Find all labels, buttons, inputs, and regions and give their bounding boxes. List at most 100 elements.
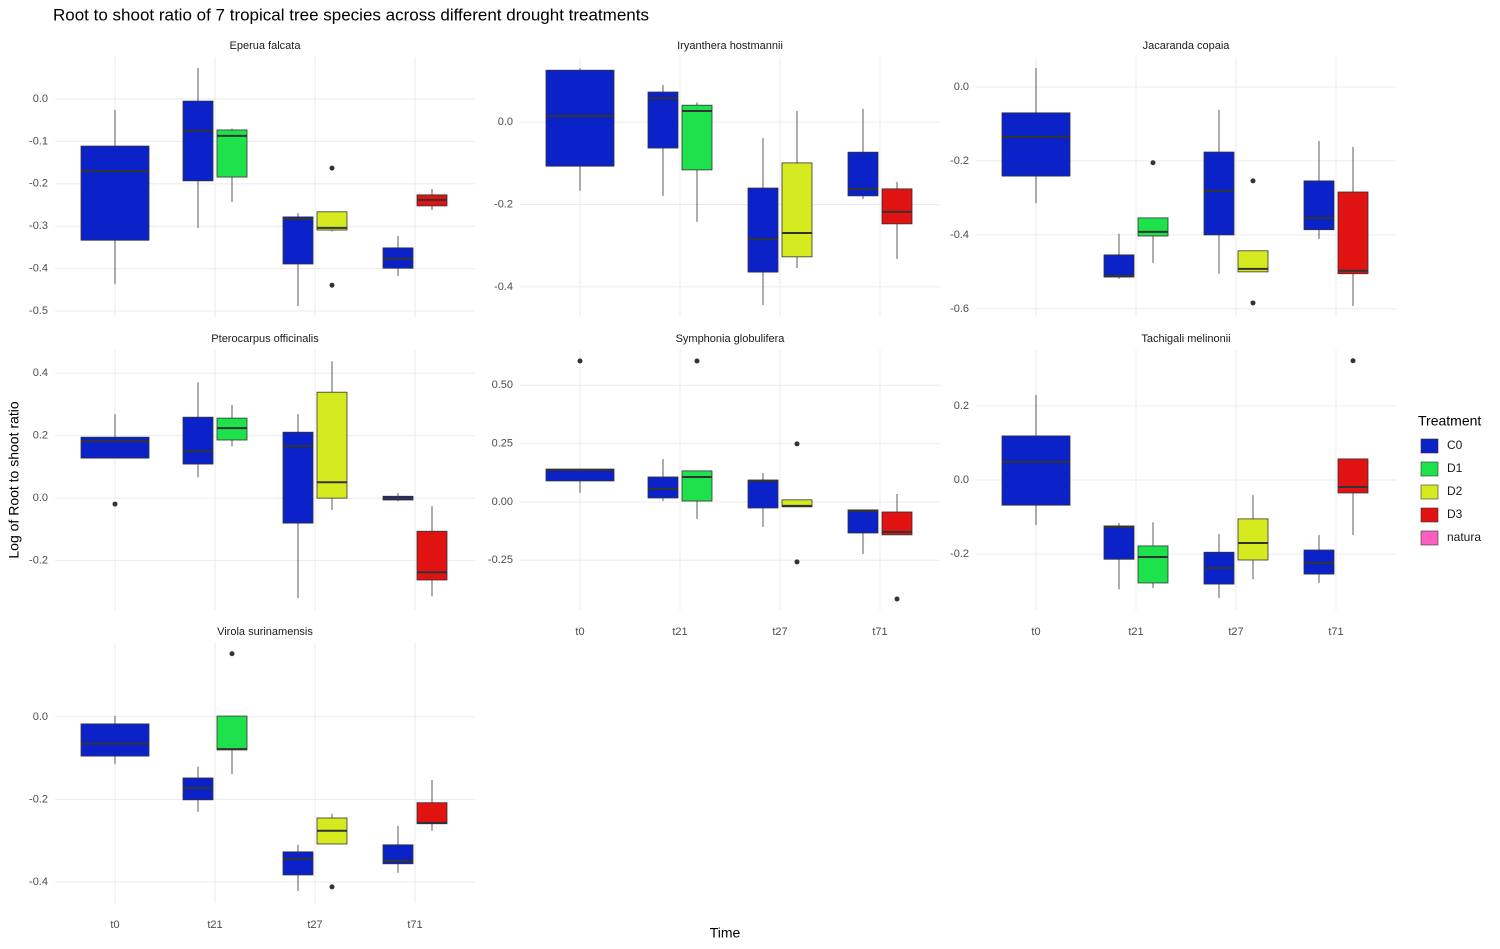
box	[216, 129, 248, 178]
x-tick-label: t21	[207, 919, 222, 931]
outlier	[1250, 300, 1256, 306]
box	[1337, 191, 1369, 275]
legend-label: D2	[1447, 484, 1463, 498]
box	[1203, 151, 1235, 236]
y-tick-label: -0.3	[29, 220, 48, 232]
box	[316, 211, 348, 231]
box	[881, 511, 913, 536]
x-tick-label: t0	[575, 626, 584, 638]
x-tick-label: t27	[772, 626, 787, 638]
outlier	[329, 165, 335, 171]
box	[282, 851, 314, 876]
outlier	[329, 282, 335, 288]
outlier	[894, 596, 900, 602]
box	[1001, 435, 1071, 506]
facet-title: Iryanthera hostmannii	[677, 40, 783, 52]
outlier	[794, 559, 800, 565]
x-tick-label: t27	[1228, 626, 1243, 638]
x-tick-label: t71	[407, 919, 422, 931]
y-axis-label: Log of Root to shoot ratio	[6, 401, 22, 558]
facet-title: Tachigali melinonii	[1141, 333, 1230, 345]
y-tick-label: 0.2	[954, 400, 969, 412]
legend-key	[1420, 461, 1439, 477]
legend-key	[1420, 438, 1439, 454]
y-tick-label: -0.2	[29, 178, 48, 190]
x-tick-label: t0	[1031, 626, 1040, 638]
box	[881, 188, 913, 225]
box	[1001, 112, 1071, 177]
box	[747, 479, 779, 509]
y-tick-label: -0.6	[950, 303, 969, 315]
y-tick-label: -0.2	[950, 548, 969, 560]
y-tick-label: 0.4	[33, 367, 48, 379]
box	[781, 162, 813, 258]
y-tick-label: 0.0	[498, 116, 513, 128]
facet-title: Pterocarpus officinalis	[211, 333, 319, 345]
box	[1137, 217, 1169, 237]
box	[80, 723, 150, 757]
box	[282, 431, 314, 524]
legend-key	[1420, 484, 1439, 500]
y-tick-label: -0.4	[494, 281, 513, 293]
box	[182, 416, 214, 465]
y-tick-label: -0.2	[29, 793, 48, 805]
y-tick-label: -0.25	[488, 554, 513, 566]
outlier	[1350, 358, 1356, 364]
box	[316, 391, 348, 499]
box	[1237, 250, 1269, 273]
box	[681, 470, 713, 502]
y-tick-label: -0.1	[29, 135, 48, 147]
outlier	[112, 501, 118, 507]
y-tick-label: -0.5	[29, 305, 48, 317]
box	[282, 216, 314, 265]
outlier	[1150, 160, 1156, 166]
box	[647, 91, 679, 149]
outlier	[1250, 178, 1256, 184]
y-tick-label: 0.0	[33, 93, 48, 105]
facet-title: Eperua falcata	[230, 40, 302, 52]
y-tick-label: -0.4	[29, 876, 48, 888]
y-tick-label: -0.2	[494, 198, 513, 210]
y-tick-label: 0.0	[33, 492, 48, 504]
legend-label: D1	[1447, 461, 1463, 475]
y-tick-label: 0.00	[492, 496, 513, 508]
box	[382, 844, 414, 865]
box	[681, 104, 713, 171]
legend-label: natura	[1447, 530, 1481, 544]
y-tick-label: 0.0	[954, 81, 969, 93]
y-tick-label: -0.4	[950, 229, 969, 241]
box	[80, 436, 150, 459]
outlier	[794, 441, 800, 447]
y-tick-label: 0.2	[33, 430, 48, 442]
box	[647, 476, 679, 499]
box	[416, 802, 448, 825]
box	[1137, 545, 1169, 584]
y-tick-label: -0.2	[29, 555, 48, 567]
y-tick-label: 0.0	[954, 474, 969, 486]
y-tick-label: 0.50	[492, 379, 513, 391]
legend-title: Treatment	[1418, 413, 1481, 429]
box	[182, 100, 214, 182]
y-tick-label: 0.0	[33, 711, 48, 723]
legend-key	[1420, 530, 1439, 546]
outlier	[694, 358, 700, 364]
x-tick-label: t21	[672, 626, 687, 638]
facet-title: Jacaranda copaia	[1143, 40, 1231, 52]
y-tick-label: -0.4	[29, 263, 48, 275]
box	[1237, 518, 1269, 561]
box	[545, 69, 615, 167]
legend-key	[1420, 507, 1439, 523]
box	[216, 715, 248, 751]
facet-title: Symphonia globulifera	[676, 333, 786, 345]
legend-label: D3	[1447, 507, 1463, 521]
chart-title: Root to shoot ratio of 7 tropical tree s…	[53, 5, 649, 24]
box	[847, 509, 879, 534]
box	[747, 187, 779, 273]
box	[1103, 254, 1135, 278]
x-axis-label: Time	[710, 925, 741, 941]
outlier	[329, 884, 335, 890]
outlier	[577, 358, 583, 364]
